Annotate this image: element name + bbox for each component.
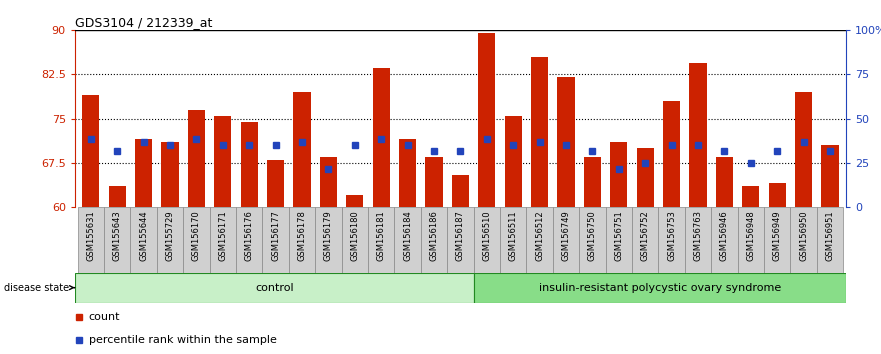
Text: insulin-resistant polycystic ovary syndrome: insulin-resistant polycystic ovary syndr…	[538, 282, 781, 293]
Bar	[267, 160, 284, 207]
Bar	[473, 207, 500, 273]
Bar	[790, 207, 817, 273]
Text: GSM155729: GSM155729	[166, 210, 174, 261]
Bar	[478, 33, 495, 207]
Bar	[315, 207, 342, 273]
Bar	[104, 207, 130, 273]
Text: GSM156753: GSM156753	[667, 210, 676, 261]
Bar	[368, 207, 395, 273]
Text: GSM156750: GSM156750	[588, 210, 596, 261]
Bar	[161, 142, 179, 207]
Bar	[188, 110, 205, 207]
Text: GSM156510: GSM156510	[482, 210, 492, 261]
Bar	[183, 207, 210, 273]
Bar	[685, 207, 711, 273]
Bar	[426, 157, 442, 207]
Bar	[210, 207, 236, 273]
Bar	[82, 95, 100, 207]
Bar	[611, 142, 627, 207]
Text: GSM156749: GSM156749	[561, 210, 570, 261]
Bar	[737, 207, 764, 273]
Bar	[241, 121, 258, 207]
Bar	[579, 207, 605, 273]
Text: GSM156187: GSM156187	[455, 210, 465, 261]
Bar	[448, 207, 473, 273]
Text: GSM156948: GSM156948	[746, 210, 755, 261]
FancyBboxPatch shape	[75, 273, 474, 303]
Bar	[342, 207, 368, 273]
Text: GSM156512: GSM156512	[535, 210, 544, 261]
Bar	[130, 207, 157, 273]
Bar	[605, 207, 632, 273]
Bar	[108, 187, 126, 207]
Bar	[689, 63, 707, 207]
Bar	[795, 92, 812, 207]
Text: GSM156171: GSM156171	[218, 210, 227, 261]
Bar	[293, 92, 310, 207]
Bar	[817, 207, 843, 273]
Text: GSM156181: GSM156181	[376, 210, 386, 261]
Bar	[373, 68, 389, 207]
Text: GSM156186: GSM156186	[429, 210, 439, 261]
Text: GSM155631: GSM155631	[86, 210, 95, 261]
Bar	[584, 157, 601, 207]
Bar	[157, 207, 183, 273]
Bar	[421, 207, 448, 273]
Text: GSM156752: GSM156752	[640, 210, 649, 261]
Text: count: count	[89, 312, 121, 322]
Text: GSM156751: GSM156751	[614, 210, 623, 261]
Text: disease state: disease state	[4, 282, 75, 293]
Bar	[399, 139, 416, 207]
Bar	[764, 207, 790, 273]
Text: GSM156179: GSM156179	[324, 210, 333, 261]
Bar	[821, 145, 839, 207]
Bar	[552, 207, 579, 273]
Text: GSM156176: GSM156176	[245, 210, 254, 261]
Text: GSM156951: GSM156951	[825, 210, 834, 261]
Bar	[658, 207, 685, 273]
Text: GSM156763: GSM156763	[693, 210, 702, 261]
Text: GSM156946: GSM156946	[720, 210, 729, 261]
Bar	[558, 77, 574, 207]
Bar	[346, 195, 363, 207]
Text: GDS3104 / 212339_at: GDS3104 / 212339_at	[75, 16, 212, 29]
Text: GSM155644: GSM155644	[139, 210, 148, 261]
Bar	[526, 207, 552, 273]
Bar	[637, 148, 654, 207]
Bar	[214, 116, 232, 207]
Bar	[715, 157, 733, 207]
Bar	[135, 139, 152, 207]
Bar	[632, 207, 658, 273]
Bar	[78, 207, 104, 273]
Text: percentile rank within the sample: percentile rank within the sample	[89, 335, 277, 346]
Bar	[289, 207, 315, 273]
Bar	[663, 101, 680, 207]
Text: GSM156950: GSM156950	[799, 210, 808, 261]
Bar	[531, 57, 548, 207]
Bar	[452, 175, 469, 207]
Bar	[500, 207, 526, 273]
Bar	[236, 207, 263, 273]
Text: GSM155643: GSM155643	[113, 210, 122, 261]
Bar	[768, 183, 786, 207]
Text: control: control	[255, 282, 293, 293]
Bar	[263, 207, 289, 273]
Text: GSM156177: GSM156177	[271, 210, 280, 261]
Bar	[711, 207, 737, 273]
Bar	[320, 157, 337, 207]
Bar	[742, 187, 759, 207]
Text: GSM156511: GSM156511	[508, 210, 518, 261]
Text: GSM156178: GSM156178	[298, 210, 307, 261]
Text: GSM156170: GSM156170	[192, 210, 201, 261]
Bar	[505, 116, 522, 207]
FancyBboxPatch shape	[474, 273, 846, 303]
Bar	[395, 207, 421, 273]
Text: GSM156180: GSM156180	[351, 210, 359, 261]
Text: GSM156184: GSM156184	[403, 210, 412, 261]
Text: GSM156949: GSM156949	[773, 210, 781, 261]
